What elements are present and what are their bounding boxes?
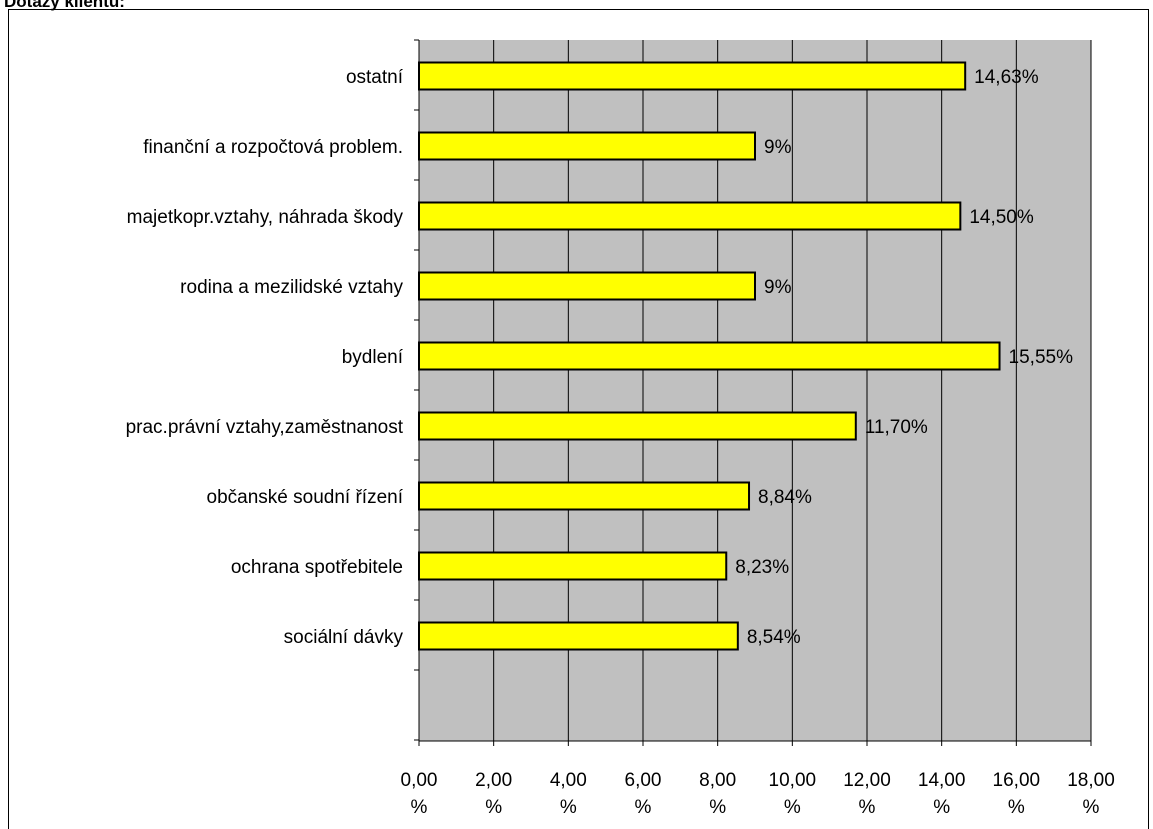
data-label: 8,54% — [747, 627, 801, 648]
x-tick-label: 4,00 — [550, 770, 587, 791]
data-label: 14,50% — [969, 207, 1034, 228]
x-tick-label: % — [560, 797, 577, 818]
category-label: ostatní — [346, 67, 404, 88]
bar — [418, 621, 739, 651]
chart-frame — [8, 9, 1149, 829]
category-label: bydlení — [342, 347, 404, 368]
x-tick-label: % — [485, 797, 502, 818]
x-tick-label: 8,00 — [699, 770, 736, 791]
data-label: 9% — [764, 137, 792, 158]
category-label: majetkopr.vztahy, náhrada škody — [127, 207, 404, 228]
x-tick-label: 16,00 — [993, 770, 1041, 791]
data-label: 9% — [764, 277, 792, 298]
x-tick-label: % — [635, 797, 652, 818]
category-label: občanské soudní řízení — [207, 487, 404, 508]
bar — [418, 61, 967, 91]
bar — [418, 551, 728, 581]
bar — [418, 411, 857, 441]
bar — [418, 481, 751, 511]
x-tick-label: 10,00 — [769, 770, 817, 791]
bar — [418, 271, 756, 301]
data-label: 15,55% — [1009, 347, 1074, 368]
page-title: Dotazy klientů: — [4, 0, 125, 11]
x-tick-label: % — [859, 797, 876, 818]
category-label: ochrana spotřebitele — [231, 557, 403, 578]
data-label: 8,84% — [758, 487, 812, 508]
x-tick-label: 18,00 — [1067, 770, 1115, 791]
x-tick-label: % — [784, 797, 801, 818]
bar — [418, 131, 756, 161]
x-tick-label: 2,00 — [475, 770, 512, 791]
bar — [418, 341, 1001, 371]
data-label: 11,70% — [865, 417, 928, 438]
x-tick-label: 12,00 — [843, 770, 891, 791]
data-label: 14,63% — [974, 67, 1039, 88]
x-tick-label: % — [1008, 797, 1025, 818]
category-label: sociální dávky — [284, 627, 404, 648]
x-tick-label: 14,00 — [918, 770, 966, 791]
category-label: finanční a rozpočtová problem. — [143, 137, 403, 158]
x-tick-label: % — [933, 797, 950, 818]
data-label: 8,23% — [735, 557, 789, 578]
x-tick-label: 0,00 — [401, 770, 438, 791]
x-tick-label: % — [411, 797, 428, 818]
category-label: prac.právní vztahy,zaměstnanost — [126, 417, 404, 438]
category-label: rodina a mezilidské vztahy — [180, 277, 403, 298]
x-tick-label: % — [709, 797, 726, 818]
x-tick-label: 6,00 — [625, 770, 662, 791]
bar — [418, 201, 962, 231]
x-tick-label: % — [1083, 797, 1100, 818]
